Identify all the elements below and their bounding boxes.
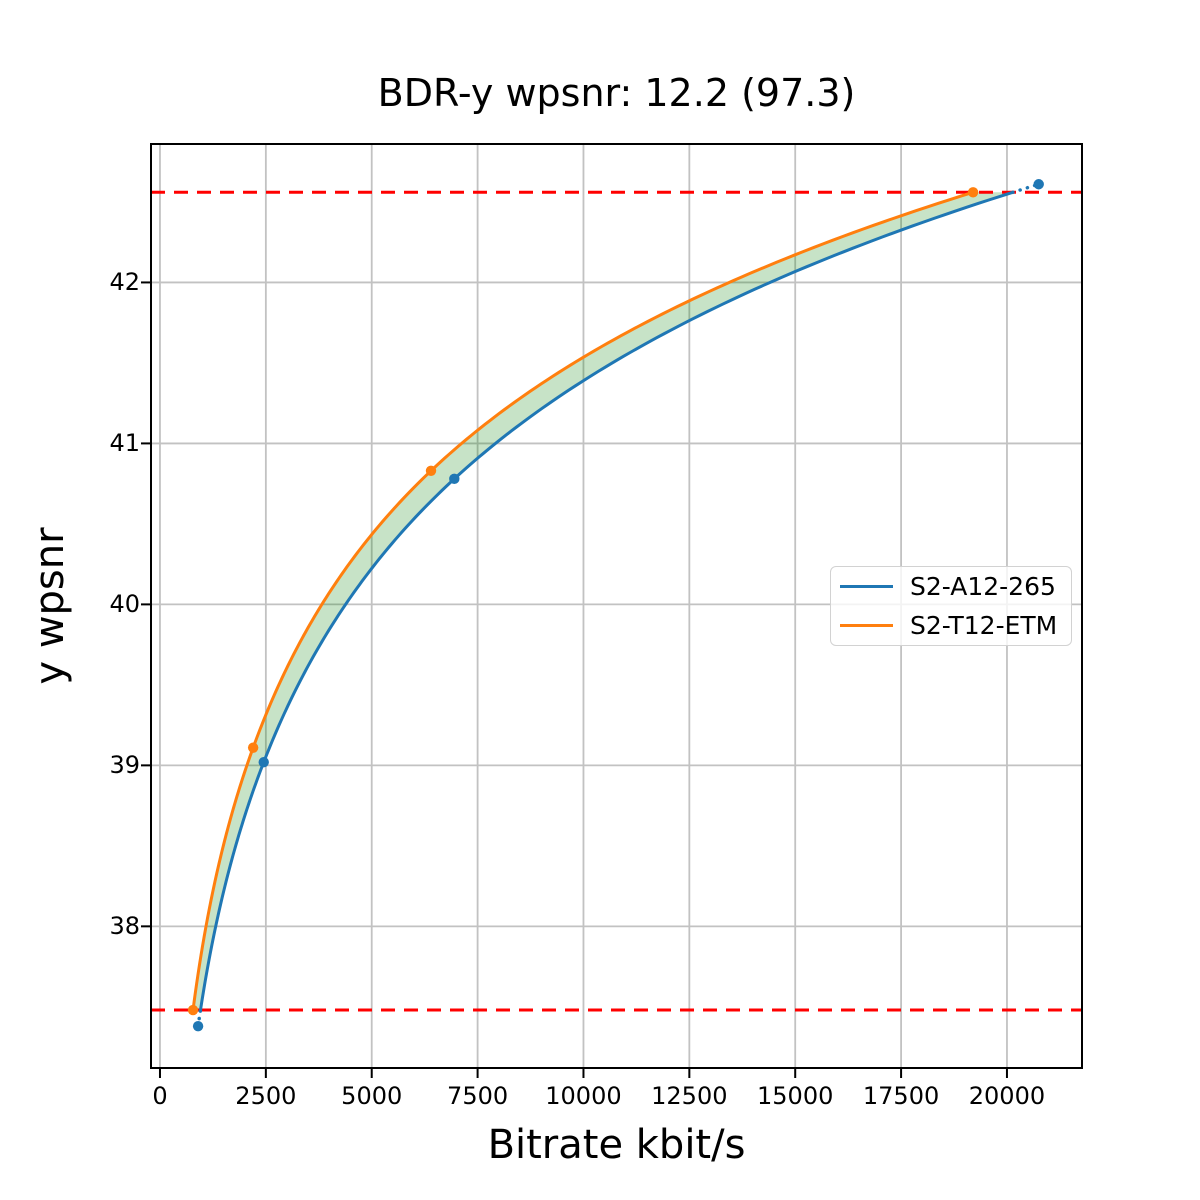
x-tick-label: 17500	[862, 1082, 940, 1110]
y-tick-label: 42	[109, 268, 140, 297]
series-S2-A12-265	[192, 179, 1044, 1032]
y-tick-label: 39	[109, 751, 140, 780]
x-tick-label: 7500	[447, 1082, 509, 1110]
legend-item-S2-T12-ETM: S2-T12-ETM	[831, 606, 1071, 644]
y-tick-label: 41	[109, 429, 140, 458]
plot-border	[150, 143, 1083, 1069]
data-point-S2-T12-ETM	[967, 187, 979, 198]
data-point-S2-A12-265	[258, 756, 269, 768]
x-tick-label: 12500	[651, 1082, 728, 1110]
chart-title: BDR-y wpsnr: 12.2 (97.3)	[377, 71, 856, 115]
data-point-S2-A12-265	[192, 1020, 204, 1032]
tick-marks	[141, 281, 1008, 1078]
legend-line-sample	[840, 585, 893, 589]
data-point-S2-A12-265	[1033, 179, 1044, 190]
reference-lines	[151, 190, 1082, 1012]
legend-label: S2-T12-ETM	[910, 610, 1058, 640]
grid-lines	[151, 144, 1082, 1068]
series-line-S2-A12-265	[198, 190, 1015, 1012]
series-line-extrapolated-S2-A12-265	[196, 1008, 203, 1028]
data-point-S2-T12-ETM	[425, 465, 437, 476]
data-point-S2-T12-ETM	[247, 742, 259, 753]
x-axis-label: Bitrate kbit/s	[487, 1122, 746, 1168]
fill-between-region	[193, 192, 1013, 1011]
y-tick-label: 38	[109, 912, 140, 941]
x-tick-label: 2500	[235, 1082, 297, 1110]
series-S2-T12-ETM	[187, 187, 979, 1016]
x-tick-label: 10000	[545, 1082, 622, 1110]
legend-line-sample	[840, 623, 893, 627]
y-tick-label: 40	[109, 590, 140, 619]
legend-item-S2-A12-265: S2-A12-265	[831, 568, 1071, 606]
x-tick-label: 15000	[757, 1082, 834, 1110]
x-tick-label: 20000	[968, 1082, 1046, 1110]
legend: S2-A12-265 S2-T12-ETM	[830, 566, 1072, 646]
data-point-S2-A12-265	[449, 473, 460, 485]
x-tick-label: 0	[152, 1082, 168, 1110]
legend-label: S2-A12-265	[910, 572, 1056, 602]
x-tick-label: 5000	[341, 1082, 403, 1110]
series-line-S2-T12-ETM	[191, 190, 975, 1012]
data-point-S2-T12-ETM	[187, 1004, 199, 1016]
